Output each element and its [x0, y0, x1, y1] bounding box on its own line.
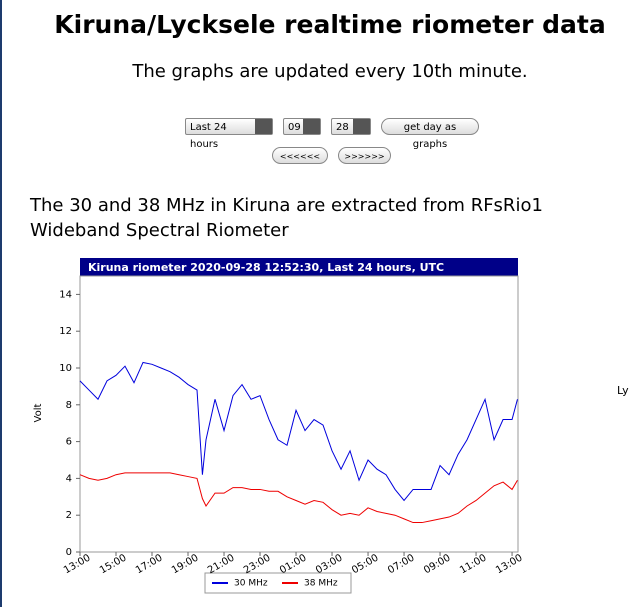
- chart-background: [30, 254, 522, 606]
- y-tick-label: 8: [66, 400, 72, 411]
- day-select[interactable]: 28: [331, 118, 371, 135]
- month-select[interactable]: 09: [283, 118, 321, 135]
- chart-title: Kiruna riometer 2020-09-28 12:52:30, Las…: [88, 261, 444, 274]
- y-tick-label: 6: [66, 437, 72, 448]
- y-axis-label: Volt: [33, 403, 44, 422]
- description: The 30 and 38 MHz in Kiruna are extracte…: [30, 195, 543, 241]
- y-tick-label: 2: [66, 510, 72, 521]
- y-tick-label: 10: [59, 363, 72, 374]
- get-day-button[interactable]: get day as graphs: [381, 118, 479, 150]
- page-title: Kiruna/Lycksele realtime riometer data: [54, 10, 606, 39]
- y-tick-label: 4: [66, 473, 72, 484]
- legend-label: 38 MHz: [304, 579, 338, 589]
- subtitle: The graphs are updated every 10th minute…: [132, 61, 528, 82]
- legend: [204, 572, 352, 594]
- plot-frame: [79, 275, 519, 553]
- y-tick-label: 14: [59, 289, 72, 300]
- line-series: [79, 472, 518, 524]
- left-border: [0, 0, 2, 607]
- range-select[interactable]: Last 24 hours: [185, 118, 273, 150]
- line-series: [79, 361, 518, 502]
- prev-button[interactable]: <<<<<<: [272, 147, 328, 164]
- legend-label: 30 MHz: [234, 579, 268, 589]
- next-button[interactable]: >>>>>>: [338, 147, 391, 164]
- y-tick-label: 0: [66, 547, 72, 558]
- chart-title-bar: [80, 258, 518, 276]
- side-text: Ly: [617, 384, 629, 397]
- y-tick-label: 12: [59, 326, 72, 337]
